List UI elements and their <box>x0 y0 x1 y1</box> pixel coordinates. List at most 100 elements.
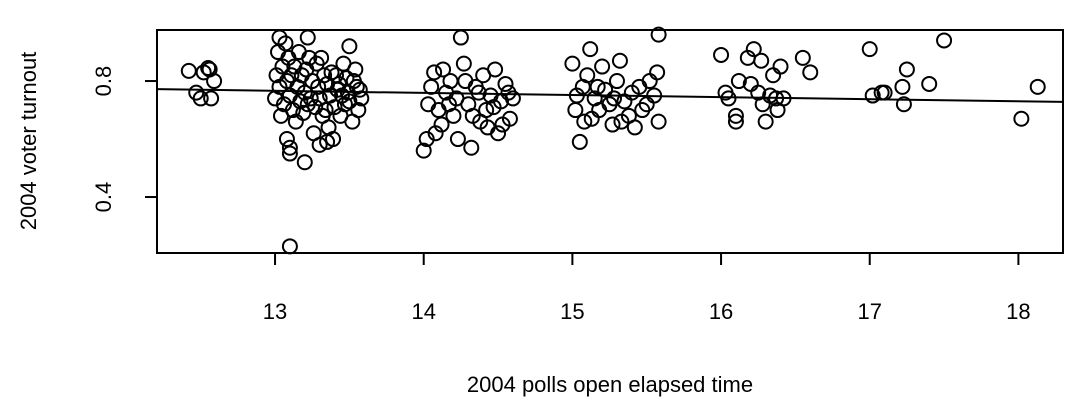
point <box>936 32 953 49</box>
point <box>298 61 315 78</box>
point <box>582 41 599 58</box>
point <box>894 78 911 95</box>
point <box>500 84 517 101</box>
x-tick-label: 16 <box>709 299 733 324</box>
point <box>1029 78 1046 95</box>
point <box>727 113 744 130</box>
point <box>650 26 667 43</box>
point <box>649 64 666 81</box>
point <box>299 29 316 46</box>
point <box>730 73 747 90</box>
point <box>307 99 324 116</box>
point <box>200 59 217 76</box>
point <box>634 102 651 119</box>
point <box>757 113 774 130</box>
point <box>597 81 614 98</box>
point <box>415 142 432 159</box>
point <box>861 41 878 58</box>
point <box>322 87 339 104</box>
point <box>278 131 295 148</box>
point <box>435 61 452 78</box>
point <box>626 119 643 136</box>
point <box>487 61 504 78</box>
point <box>478 102 495 119</box>
point <box>802 64 819 81</box>
point <box>272 107 289 124</box>
point <box>268 67 285 84</box>
point <box>350 102 367 119</box>
point <box>327 67 344 84</box>
point <box>292 93 309 110</box>
point <box>611 52 628 69</box>
point <box>604 116 621 133</box>
point <box>449 131 466 148</box>
point <box>316 67 333 84</box>
trend-line <box>156 88 1064 103</box>
point <box>921 75 938 92</box>
point <box>772 58 789 75</box>
point <box>347 61 364 78</box>
point <box>336 96 353 113</box>
point <box>606 90 623 107</box>
point <box>713 46 730 63</box>
point <box>765 67 782 84</box>
point <box>594 58 611 75</box>
point <box>794 49 811 66</box>
point <box>201 61 218 78</box>
point <box>497 75 514 92</box>
point <box>579 67 596 84</box>
point <box>341 38 358 55</box>
point <box>727 107 744 124</box>
point <box>320 119 337 136</box>
point <box>608 73 625 90</box>
point <box>281 238 298 255</box>
x-tick-label: 15 <box>560 299 584 324</box>
point <box>564 55 581 72</box>
y-tick-label: 0.8 <box>91 66 116 97</box>
point <box>463 139 480 156</box>
point <box>313 49 330 66</box>
point <box>281 139 298 156</box>
point <box>423 78 440 95</box>
y-axis-label: 2004 voter turnout <box>16 52 41 231</box>
x-tick-label: 13 <box>263 299 287 324</box>
point <box>479 119 496 136</box>
point <box>464 107 481 124</box>
point <box>720 90 737 107</box>
point <box>753 52 770 69</box>
point <box>455 55 472 72</box>
point <box>895 96 912 113</box>
point <box>745 41 762 58</box>
point <box>203 90 220 107</box>
x-tick-label: 18 <box>1006 299 1030 324</box>
x-tick-label: 14 <box>411 299 435 324</box>
point <box>864 87 881 104</box>
point <box>296 154 313 171</box>
point <box>427 125 444 142</box>
y-tick-label: 0.4 <box>91 182 116 213</box>
point <box>180 62 197 79</box>
point <box>1013 110 1030 127</box>
point <box>589 78 606 95</box>
point <box>494 116 511 133</box>
point <box>898 61 915 78</box>
point <box>317 102 334 119</box>
point <box>613 113 630 130</box>
point <box>426 64 443 81</box>
point <box>311 136 328 153</box>
x-axis-label: 2004 polls open elapsed time <box>467 372 753 397</box>
point <box>351 81 368 98</box>
point <box>457 73 474 90</box>
point <box>452 29 469 46</box>
point <box>281 145 298 162</box>
point <box>277 35 294 52</box>
point <box>576 113 593 130</box>
x-tick-label: 17 <box>857 299 881 324</box>
point <box>286 58 303 75</box>
point <box>440 96 457 113</box>
point <box>319 133 336 150</box>
point <box>192 90 209 107</box>
point <box>571 133 588 150</box>
point <box>754 96 771 113</box>
